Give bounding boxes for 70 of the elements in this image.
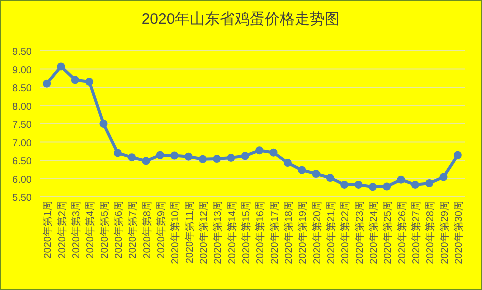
x-tick-label: 2020年第17周	[268, 201, 281, 264]
point	[241, 152, 250, 160]
x-tick-label: 2020年第24周	[368, 201, 380, 264]
x-tick-label: 2020年第19周	[297, 201, 310, 264]
x-tick-label: 2020年第3周	[70, 201, 82, 259]
point	[128, 154, 136, 162]
x-tick-label: 2020年第30周	[452, 201, 465, 264]
point	[156, 151, 164, 160]
x-tick-label: 2020年第18周	[282, 201, 295, 264]
point	[454, 151, 462, 160]
point	[184, 152, 193, 161]
point	[198, 155, 207, 164]
point	[213, 155, 222, 164]
point	[284, 159, 292, 168]
point	[340, 180, 349, 189]
x-tick-label: 2020年第11周	[184, 201, 196, 264]
x-tick-label: 2020年第13周	[212, 201, 224, 264]
point	[312, 170, 320, 178]
x-tick-label: 2020年第5周	[98, 201, 111, 259]
x-tick-label: 2020年第20周	[311, 201, 324, 264]
chart-title: 2020年山东省鸡蛋价格走势图	[142, 11, 340, 28]
y-tick-label: 6.50	[12, 156, 32, 168]
point	[100, 120, 108, 128]
point	[411, 180, 420, 189]
point	[397, 176, 406, 184]
point	[270, 148, 278, 157]
point	[256, 146, 264, 155]
y-tick-label: 5.50	[12, 193, 32, 204]
x-tick-label: 2020年第16周	[254, 201, 267, 264]
x-tick-label: 2020年第9周	[155, 201, 168, 259]
y-tick-label: 9.00	[12, 65, 32, 76]
point	[71, 76, 80, 84]
y-tick-label: 7.00	[12, 138, 32, 150]
x-tick-label: 2020年第26周	[396, 201, 408, 264]
point	[426, 179, 434, 188]
x-tick-label: 2020年第21周	[325, 201, 338, 264]
x-tick-label: 2020年第23周	[354, 201, 366, 264]
x-tick-label: 2020年第22周	[340, 201, 352, 264]
point	[86, 78, 94, 86]
x-tick-label: 2020年第4周	[84, 201, 97, 259]
x-tick-label: 2020年第7周	[127, 201, 140, 259]
y-tick-label: 9.50	[12, 47, 32, 58]
x-tick-label: 2020年第2周	[56, 201, 68, 259]
x-tick-label: 2020年第29周	[438, 201, 451, 264]
x-tick-label: 2020年第8周	[141, 201, 154, 259]
point	[368, 183, 377, 192]
x-tick-label: 2020年第1周	[42, 201, 54, 259]
point	[383, 182, 392, 191]
x-tick-label: 2020年第28周	[424, 201, 437, 264]
y-tick-label: 7.50	[12, 120, 32, 131]
x-tick-label: 2020年第15周	[240, 201, 252, 264]
y-tick-label: 6.00	[12, 174, 32, 186]
x-tick-label: 2020年第27周	[410, 201, 422, 264]
x-tick-label: 2020年第12周	[198, 201, 210, 264]
y-tick-label: 8.50	[12, 84, 32, 94]
point	[326, 174, 334, 182]
point	[354, 180, 363, 189]
x-tick-label: 2020年第25周	[382, 201, 394, 264]
x-tick-label: 2020年第14周	[226, 201, 238, 264]
y-tick-label: 8.00	[12, 102, 32, 113]
point	[57, 62, 66, 71]
x-tick-label: 2020年第6周	[112, 201, 125, 259]
point	[114, 149, 122, 158]
point	[227, 154, 236, 162]
point	[142, 157, 150, 166]
point	[298, 166, 306, 174]
point	[43, 80, 52, 88]
point	[170, 152, 179, 160]
point	[440, 173, 448, 182]
x-tick-label: 2020年第10周	[170, 201, 182, 264]
